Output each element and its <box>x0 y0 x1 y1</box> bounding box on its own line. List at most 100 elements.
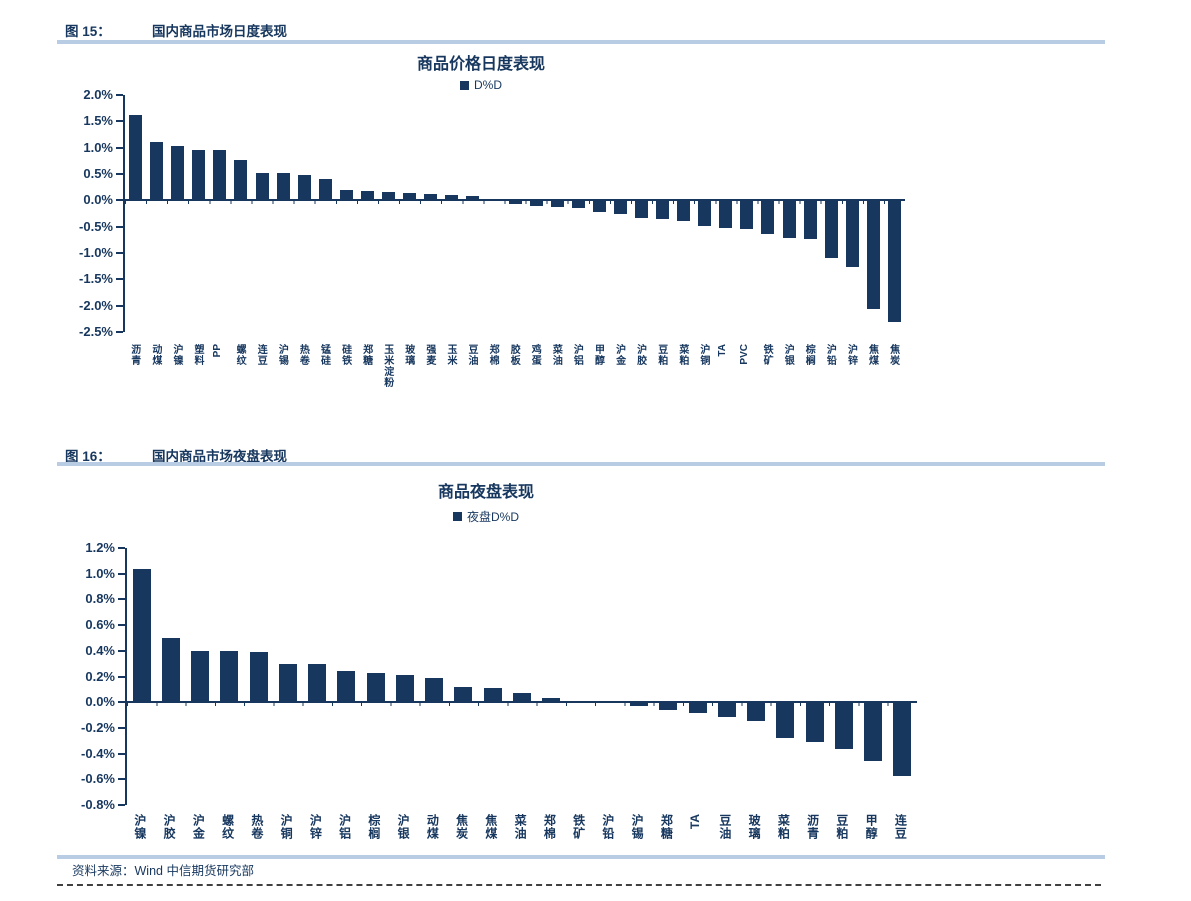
x-axis-label-cell: 沪胶 <box>629 344 650 408</box>
y-axis-label: 0.8% <box>85 591 115 607</box>
night-session-chart: 商品夜盘表现 夜盘D%D 1.2% 1.0% 0.8% 0.6% 0.4% 0.2% 0.0… <box>57 470 917 854</box>
x-axis-label-cell: TA <box>681 814 710 860</box>
x-axis-label: 沥青 <box>128 344 140 366</box>
source-note: 资料来源：Wind 中信期货研究部 <box>72 864 254 878</box>
x-axis-label-cell: 郑棉 <box>481 344 502 408</box>
y-axis-tick <box>116 278 123 281</box>
x-axis-label-cell: 郑糖 <box>652 814 681 860</box>
y-axis-tick <box>118 726 125 729</box>
x-axis-label-cell: 沪铅 <box>593 814 622 860</box>
x-axis-label-cell: 沪金 <box>608 344 629 408</box>
bar <box>513 693 531 703</box>
x-axis-label-cell: 强麦 <box>418 344 439 408</box>
bar <box>171 146 185 201</box>
x-axis-label: 沪铜 <box>279 814 294 840</box>
figure-15-title: 国内商品市场日度表现 <box>152 24 287 39</box>
bar <box>255 172 269 201</box>
x-axis-label-cell: 沪锌 <box>840 344 861 408</box>
x-axis-label: 玉米淀粉 <box>381 344 393 388</box>
x-axis-label: TA <box>717 344 729 357</box>
figure-16-heading: 图 16： 国内商品市场夜盘表现 <box>65 445 287 465</box>
bar <box>318 178 332 201</box>
y-axis-tick <box>118 649 125 652</box>
bar <box>308 663 327 703</box>
y-axis-label: -0.4% <box>81 745 115 761</box>
bar <box>747 703 766 722</box>
x-axis-label: 胶板 <box>508 344 520 366</box>
bar <box>529 201 543 207</box>
bar <box>466 196 480 201</box>
x-axis-label-cell: 胶板 <box>502 344 523 408</box>
x-axis-label-cell: 沪铜 <box>692 344 713 408</box>
x-axis-label: 豆油 <box>466 344 478 366</box>
x-axis-label: 菜油 <box>513 814 528 840</box>
bar <box>864 703 883 761</box>
x-axis-label: 动煤 <box>425 814 440 840</box>
y-axis-tick <box>116 146 123 149</box>
x-axis-label-cell: 菜粕 <box>769 814 798 860</box>
y-axis-label: -2.0% <box>79 297 113 313</box>
x-axis-label: 沪铝 <box>337 814 352 840</box>
x-axis-label-cell: 塑料 <box>186 344 207 408</box>
legend-label: D%D <box>473 78 502 92</box>
bar <box>161 637 180 703</box>
y-axis-tick <box>116 252 123 254</box>
bar <box>403 192 417 201</box>
bar <box>487 199 501 201</box>
heading-rule <box>57 40 1105 44</box>
bar <box>192 149 206 201</box>
y-axis-label: 2.0% <box>83 87 113 102</box>
x-axis-label: 塑料 <box>192 344 204 366</box>
x-axis-label: PVC <box>738 344 750 365</box>
dashed-divider <box>57 884 1101 886</box>
x-axis-label-cell: 菜粕 <box>671 344 692 408</box>
figure-15-heading: 图 15： 国内商品市场日度表现 <box>65 20 287 40</box>
bar <box>845 201 859 268</box>
x-axis-label: 沪锡 <box>276 344 288 366</box>
x-axis-label: 豆油 <box>717 814 732 840</box>
bar <box>698 201 712 226</box>
bar <box>677 201 691 222</box>
y-axis-tick <box>118 675 125 678</box>
bar <box>150 142 164 201</box>
bar <box>803 201 817 240</box>
x-axis-label-cell: 焦煤 <box>476 814 505 860</box>
x-axis-label: 连豆 <box>255 344 267 366</box>
x-axis-label: 沪锌 <box>845 344 857 366</box>
bar <box>220 650 239 703</box>
x-axis-labels: 沥青 动煤 沪镍 塑料 PP 螺纹 连豆 沪锡 热卷 锰硅 硅铁 郑糖 玉米淀粉 玻璃 强麦 玉米 豆油 郑棉 胶板… <box>123 344 903 408</box>
x-axis-label: 热卷 <box>297 344 309 366</box>
bar <box>276 172 290 201</box>
x-axis-label-cell: 菜油 <box>545 344 566 408</box>
bar <box>630 703 649 706</box>
y-axis-label: -1.5% <box>79 271 113 287</box>
y-axis-tick <box>118 547 125 549</box>
bar <box>782 201 796 239</box>
x-axis-label-cell: 沪锡 <box>271 344 292 408</box>
figure-16-number: 图 16： <box>65 449 111 464</box>
bar <box>234 160 248 201</box>
x-axis-label-cell: 沪镍 <box>125 814 154 860</box>
y-axis-label: -2.5% <box>79 324 113 339</box>
x-axis-label: PP <box>211 344 223 358</box>
x-axis-label-cell: 热卷 <box>292 344 313 408</box>
x-axis-label-cell: 沪铜 <box>271 814 300 860</box>
x-axis-label: 沪铜 <box>697 344 709 366</box>
x-axis-label-cell: 焦炭 <box>882 344 903 408</box>
x-axis-label-cell: 沪铝 <box>330 814 359 860</box>
x-axis-label: 菜粕 <box>776 814 791 840</box>
x-axis-label: 玻璃 <box>747 814 762 840</box>
x-axis-label: 焦煤 <box>866 344 878 366</box>
x-axis-label-cell: 豆油 <box>710 814 739 860</box>
legend-swatch <box>459 80 469 90</box>
y-axis-label: 0.2% <box>85 668 115 684</box>
bar <box>688 703 707 714</box>
bar <box>132 568 151 703</box>
x-axis-label: 连豆 <box>893 814 908 840</box>
x-axis-label: 郑糖 <box>360 344 372 366</box>
x-axis-label: 沪胶 <box>162 814 177 840</box>
x-axis-label-cell: 沪铝 <box>566 344 587 408</box>
bar <box>445 195 459 201</box>
bar <box>571 201 585 209</box>
x-axis-label: 郑棉 <box>542 814 557 840</box>
